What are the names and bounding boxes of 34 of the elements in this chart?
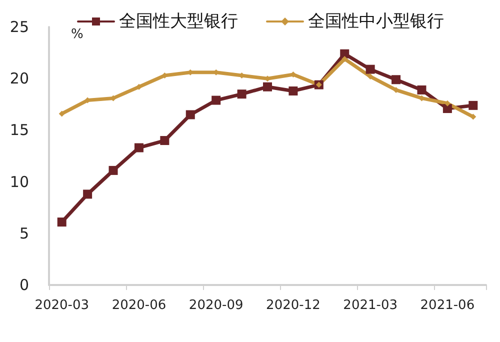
y-tick-label: 15 [10, 121, 29, 140]
x-tick-label: 2020-12 [266, 298, 320, 313]
legend-label: 全国性中小型银行 [308, 12, 444, 32]
point [340, 49, 350, 58]
point [417, 85, 426, 94]
x-tick-label: 2021-03 [343, 298, 398, 313]
x-tick-label: 2020-06 [112, 298, 166, 313]
point [212, 96, 221, 105]
point [237, 90, 246, 99]
point [367, 74, 374, 80]
point [366, 64, 375, 74]
x-tick-label: 2021-06 [420, 298, 475, 313]
x-tick-label: 2020-03 [34, 298, 90, 313]
y-tick-label: 20 [10, 70, 29, 88]
point [134, 143, 144, 152]
point [160, 136, 170, 146]
point [58, 110, 65, 117]
legend-label: 全国性大型银行 [119, 12, 238, 32]
point [468, 100, 478, 110]
point [186, 110, 195, 120]
point [83, 190, 92, 199]
point [57, 218, 66, 227]
y-tick-label: 10 [10, 172, 29, 191]
point [392, 75, 401, 84]
point [342, 56, 348, 62]
point [442, 104, 452, 114]
y-tick-label: 5 [19, 224, 29, 242]
point [288, 86, 298, 96]
y-tick-label: 0 [19, 276, 29, 294]
y-tick-label: 25 [10, 18, 29, 36]
y-axis-title: % [71, 27, 84, 42]
point [263, 82, 272, 92]
x-tick-label: 2020-09 [188, 298, 244, 313]
point [108, 166, 118, 175]
